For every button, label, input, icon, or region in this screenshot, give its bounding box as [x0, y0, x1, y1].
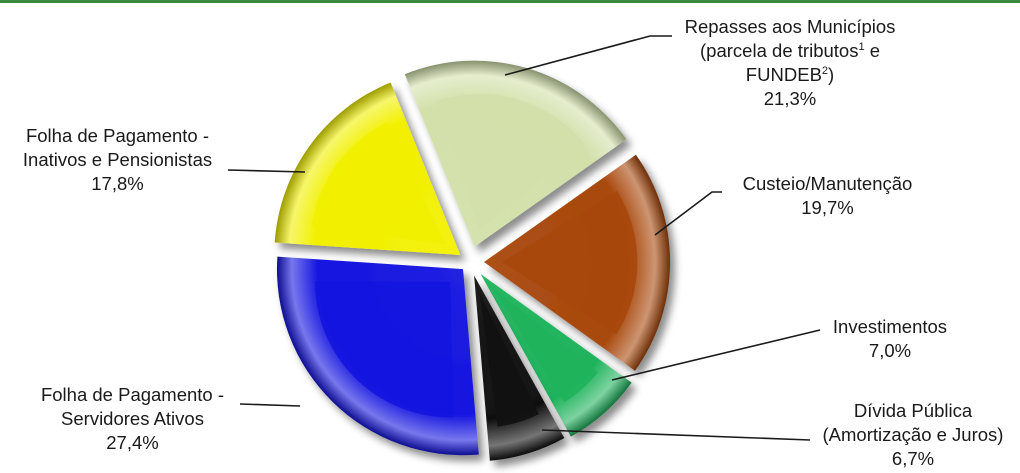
label-repasses-line-1: Repasses aos Municípios: [684, 16, 896, 37]
label-repasses-line-2: (parcela de tributos1 e: [699, 40, 881, 61]
pie-slice-custeio: [483, 154, 671, 371]
pie-slice-ativos: [276, 256, 479, 456]
label-custeio-value: 19,7%: [801, 197, 854, 218]
label-custeio-line-1: Custeio/Manutenção: [742, 173, 913, 194]
label-ativos-line-1: Folha de Pagamento -: [40, 384, 225, 405]
pie-slice-investimentos: [480, 273, 632, 437]
label-divida: Dívida Pública (Amortização e Juros) 6,7…: [808, 399, 1018, 471]
label-divida-value: 6,7%: [891, 448, 935, 469]
label-divida-line-1: Dívida Pública: [853, 400, 973, 421]
pie-slice-repasses: [404, 60, 627, 247]
label-divida-line-2: (Amortização e Juros): [822, 424, 1004, 445]
label-repasses-line-3: FUNDEB2): [745, 64, 835, 85]
label-investimentos-line-1: Investimentos: [832, 316, 948, 337]
label-repasses: Repasses aos Municípios (parcela de trib…: [665, 15, 915, 111]
label-inativos: Folha de Pagamento - Inativos e Pensioni…: [0, 124, 235, 196]
pie-slice-divida: [474, 275, 565, 461]
label-inativos-line-1: Folha de Pagamento -: [25, 125, 210, 146]
pie-slice-inativos-face: [311, 122, 446, 245]
leader-line-repasses: [504, 35, 672, 76]
label-ativos: Folha de Pagamento - Servidores Ativos 2…: [20, 383, 245, 455]
leader-line-inativos: [227, 169, 306, 173]
pie-slice-custeio-face: [501, 190, 638, 335]
label-inativos-line-2: Inativos e Pensionistas: [22, 149, 213, 170]
leader-line-divida: [541, 429, 811, 441]
label-repasses-value: 21,3%: [763, 88, 817, 109]
pie-slice-divida-face: [479, 292, 539, 427]
leader-line-ativos: [239, 403, 301, 407]
label-investimentos-value: 7,0%: [868, 340, 912, 361]
label-ativos-value: 27,4%: [106, 432, 159, 453]
pie-slice-inativos: [274, 82, 461, 255]
label-ativos-line-2: Servidores Ativos: [61, 408, 204, 429]
leader-line-investimentos: [611, 329, 821, 381]
pie-slice-ativos-face: [315, 281, 454, 418]
label-investimentos: Investimentos 7,0%: [815, 315, 965, 363]
pie-slice-repasses-face: [436, 94, 586, 230]
label-custeio: Custeio/Manutenção 19,7%: [720, 172, 935, 220]
top-divider: [0, 0, 1020, 3]
label-inativos-value: 17,8%: [91, 173, 144, 194]
leader-line-custeio: [654, 191, 722, 236]
pie-slice-investimentos-face: [492, 287, 599, 403]
